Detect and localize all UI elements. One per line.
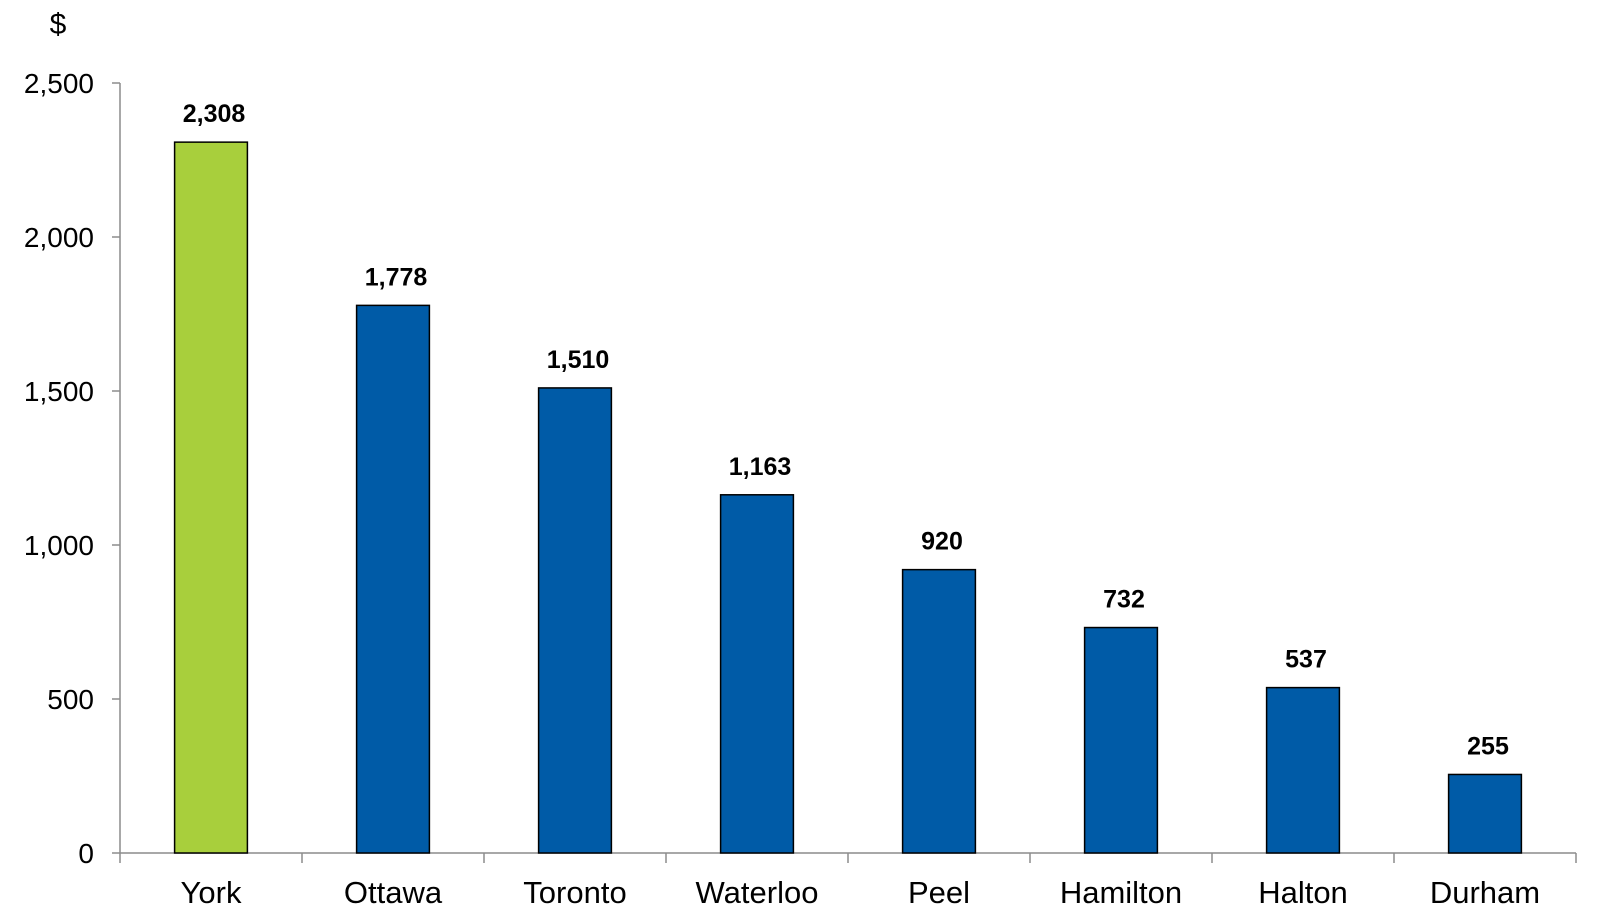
x-axis bbox=[119, 852, 1577, 863]
x-tick-label: York bbox=[181, 875, 242, 908]
y-tick-label: 1,000 bbox=[24, 530, 94, 561]
x-tick-label: Halton bbox=[1258, 875, 1348, 908]
y-tick-label: 500 bbox=[47, 684, 94, 715]
x-tick-label: Peel bbox=[908, 875, 970, 908]
y-tick-label: 0 bbox=[78, 838, 94, 869]
x-tick-label: Durham bbox=[1430, 875, 1540, 908]
data-label: 920 bbox=[921, 528, 963, 556]
data-label: 2,308 bbox=[183, 100, 246, 128]
y-axis: 0 500 1,000 1,500 2,000 2,500 bbox=[24, 68, 121, 869]
bar-halton bbox=[1265, 686, 1341, 854]
data-label: 537 bbox=[1285, 646, 1327, 674]
bar-york bbox=[173, 141, 249, 854]
data-label: 1,163 bbox=[729, 453, 792, 481]
data-label: 1,778 bbox=[365, 263, 428, 291]
x-tick-label: Waterloo bbox=[696, 875, 819, 908]
bars: 2,308 York 1,778 Ottawa 1,510 Toronto 1,163 Wat… bbox=[173, 100, 1540, 908]
bar-ottawa bbox=[355, 304, 431, 854]
bar-hamilton bbox=[1083, 626, 1159, 854]
y-axis-label: $ bbox=[50, 8, 67, 41]
bar-toronto bbox=[537, 387, 613, 854]
bar-peel bbox=[901, 568, 977, 854]
x-tick-label: Toronto bbox=[523, 875, 626, 908]
bar-waterloo bbox=[719, 494, 795, 854]
x-tick-label: Hamilton bbox=[1060, 875, 1182, 908]
bar-durham bbox=[1447, 773, 1523, 854]
x-tick-label: Ottawa bbox=[344, 875, 443, 908]
data-label: 1,510 bbox=[547, 346, 610, 374]
data-label: 732 bbox=[1103, 586, 1145, 614]
y-tick-label: 2,500 bbox=[24, 68, 94, 99]
data-label: 255 bbox=[1467, 732, 1509, 760]
y-tick-label: 1,500 bbox=[24, 376, 94, 407]
y-tick-label: 2,000 bbox=[24, 222, 94, 253]
